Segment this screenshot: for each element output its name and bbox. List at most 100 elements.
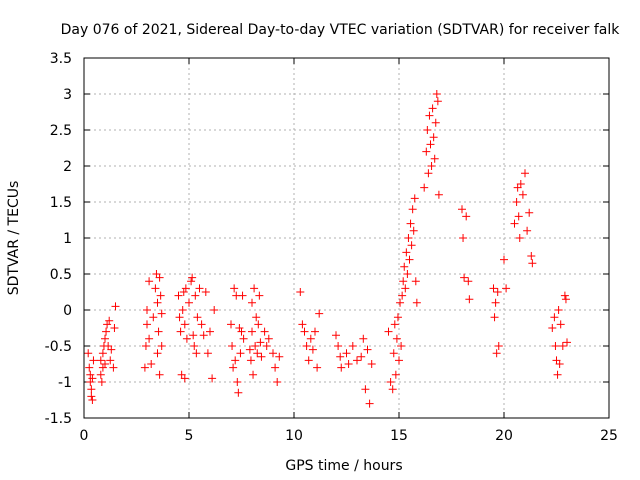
data-point bbox=[98, 363, 107, 372]
data-point bbox=[256, 338, 265, 347]
data-point bbox=[464, 277, 473, 286]
data-point bbox=[85, 363, 94, 372]
data-point bbox=[87, 385, 96, 394]
data-point bbox=[514, 212, 523, 221]
data-point bbox=[424, 169, 433, 178]
data-point bbox=[342, 349, 351, 358]
data-point bbox=[553, 370, 562, 379]
data-point bbox=[434, 190, 443, 199]
data-point bbox=[404, 234, 413, 242]
data-point bbox=[409, 226, 418, 235]
data-point bbox=[390, 320, 399, 329]
data-point bbox=[89, 356, 98, 365]
data-point bbox=[558, 342, 567, 350]
data-point bbox=[157, 342, 166, 350]
data-point bbox=[96, 370, 105, 379]
data-point bbox=[248, 298, 256, 307]
data-point bbox=[262, 342, 271, 350]
data-point bbox=[386, 378, 395, 386]
data-point bbox=[492, 349, 501, 358]
data-point bbox=[145, 334, 154, 343]
y-tick-label: -1.5 bbox=[45, 411, 72, 427]
y-tick-label: 3 bbox=[63, 87, 72, 103]
data-point bbox=[190, 342, 199, 350]
data-point bbox=[111, 302, 120, 311]
data-point bbox=[397, 342, 406, 350]
data-point bbox=[412, 298, 421, 307]
data-point bbox=[502, 284, 511, 293]
data-point bbox=[102, 327, 111, 336]
data-point bbox=[525, 208, 534, 217]
data-points bbox=[84, 90, 571, 408]
y-tick-label: -0.5 bbox=[45, 339, 72, 355]
data-point bbox=[147, 360, 156, 368]
y-tick-label: 1 bbox=[63, 231, 72, 247]
data-point bbox=[427, 162, 436, 170]
data-point bbox=[491, 298, 500, 307]
data-point bbox=[98, 349, 107, 358]
data-point bbox=[149, 313, 158, 322]
data-point bbox=[245, 345, 254, 354]
data-point bbox=[337, 363, 346, 372]
data-point bbox=[306, 334, 315, 343]
data-point bbox=[156, 291, 165, 300]
data-point bbox=[556, 320, 565, 329]
data-point bbox=[234, 388, 243, 397]
data-point bbox=[458, 205, 466, 214]
data-point bbox=[231, 356, 240, 365]
data-point bbox=[334, 342, 343, 350]
data-point bbox=[97, 378, 106, 386]
data-point bbox=[178, 306, 187, 314]
data-point bbox=[264, 334, 273, 343]
data-point bbox=[155, 370, 164, 379]
data-point bbox=[560, 291, 569, 300]
data-point bbox=[353, 356, 361, 365]
data-point bbox=[87, 392, 96, 401]
data-point bbox=[392, 334, 401, 343]
data-point bbox=[315, 309, 324, 318]
chart-title: Day 076 of 2021, Sidereal Day-to-day VTE… bbox=[61, 22, 621, 38]
x-tick-label: 20 bbox=[495, 428, 513, 444]
data-point bbox=[257, 352, 266, 361]
data-point bbox=[193, 313, 202, 322]
y-tick-label: 0 bbox=[63, 303, 72, 319]
data-point bbox=[206, 327, 214, 336]
data-point bbox=[402, 248, 411, 257]
data-point bbox=[512, 198, 521, 206]
data-point bbox=[269, 349, 277, 358]
data-point bbox=[396, 298, 405, 307]
data-point bbox=[429, 133, 438, 142]
data-point bbox=[300, 327, 309, 336]
data-point bbox=[433, 97, 442, 106]
data-point bbox=[401, 284, 410, 293]
data-point bbox=[410, 194, 419, 203]
data-point bbox=[275, 352, 284, 361]
data-point bbox=[432, 90, 441, 98]
data-point bbox=[185, 298, 193, 307]
data-point bbox=[238, 291, 247, 300]
data-point bbox=[254, 320, 263, 329]
data-point bbox=[548, 324, 557, 332]
data-point bbox=[228, 342, 237, 350]
data-point bbox=[154, 327, 163, 336]
data-point bbox=[251, 342, 260, 350]
data-point bbox=[109, 363, 118, 372]
data-point bbox=[96, 356, 105, 365]
data-point bbox=[236, 349, 245, 358]
data-point bbox=[430, 154, 439, 163]
data-point bbox=[389, 349, 398, 358]
data-point bbox=[510, 219, 519, 228]
data-point bbox=[384, 327, 393, 336]
data-point bbox=[235, 324, 244, 332]
data-point bbox=[103, 320, 112, 329]
data-point bbox=[197, 320, 206, 329]
data-point bbox=[406, 219, 415, 228]
data-point bbox=[237, 327, 246, 336]
data-point bbox=[230, 284, 239, 293]
data-point bbox=[365, 399, 374, 408]
plot-frame bbox=[83, 57, 610, 419]
data-point bbox=[363, 345, 372, 354]
data-point bbox=[518, 190, 527, 199]
data-point bbox=[359, 334, 368, 343]
y-tick-label: 1.5 bbox=[50, 195, 72, 211]
